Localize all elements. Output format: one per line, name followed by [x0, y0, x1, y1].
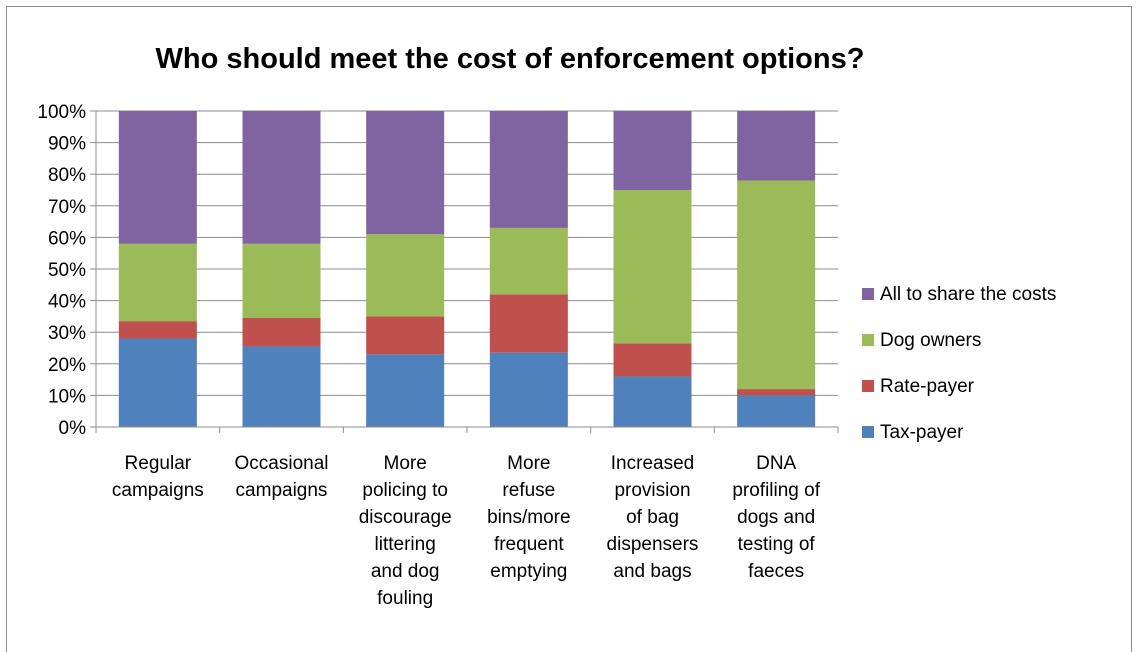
bar-segment	[118, 111, 197, 244]
axis-layer: 0% 10% 20% 30% 40% 50% 60% 70% 80% 90% 100% Regular…	[37, 102, 839, 609]
grid-layer	[96, 110, 838, 396]
legend-swatch	[862, 288, 874, 300]
y-tick-label: 0%	[59, 418, 87, 439]
legend-swatch	[862, 380, 874, 392]
legend-label: Dog owners	[880, 330, 981, 351]
bar-segment	[118, 321, 197, 339]
y-tick-label: 20%	[48, 355, 86, 376]
legend-label: Rate-payer	[880, 376, 975, 397]
bar-segment	[489, 294, 568, 353]
x-tick-label: Occasional campaigns	[235, 453, 329, 501]
bar-segment	[489, 227, 568, 295]
bar-segment	[242, 111, 321, 244]
bar-segment	[489, 352, 568, 427]
legend-swatch	[862, 334, 874, 346]
y-tick-label: 70%	[48, 197, 86, 218]
y-tick-label: 60%	[48, 228, 86, 249]
bar-segment	[366, 316, 445, 355]
y-tick-label: 50%	[48, 260, 86, 281]
y-tick-label: 80%	[48, 165, 86, 186]
bar-segment	[613, 343, 692, 377]
bar-segment	[366, 234, 445, 317]
chart-title: Who should meet the cost of enforcement …	[156, 43, 865, 75]
bar-segment	[489, 111, 568, 228]
y-tick-label: 100%	[37, 102, 86, 123]
bar-segment	[118, 243, 197, 322]
y-tick-label: 40%	[48, 292, 86, 313]
bar-segment	[737, 111, 816, 181]
bar-segment	[737, 180, 816, 390]
x-tick-label: DNA profiling of dogs and testing of faeces	[732, 453, 820, 582]
legend-layer: All to share the costs Dog owners Rate-pay…	[862, 284, 1056, 443]
bar-segment	[118, 338, 197, 427]
y-tick-label: 90%	[48, 134, 86, 155]
bar-segment	[737, 395, 816, 427]
bar-segment	[366, 354, 445, 427]
bar-segment	[366, 111, 445, 235]
bars-layer	[118, 111, 816, 427]
y-tick-label: 30%	[48, 323, 86, 344]
bar-segment	[613, 111, 692, 190]
bar-segment	[613, 376, 692, 427]
x-tick-label: More policing to discourage littering and do…	[359, 453, 452, 609]
legend-label: All to share the costs	[880, 284, 1056, 305]
legend-swatch	[862, 426, 874, 438]
bar-segment	[242, 243, 321, 318]
x-tick-label: Increased provision of bag dispensers and ba…	[607, 453, 699, 582]
x-tick-label: More refuse bins/more frequent emptying	[487, 453, 570, 582]
legend-label: Tax-payer	[880, 422, 964, 443]
x-tick-label: Regular campaigns	[112, 453, 204, 501]
bar-segment	[242, 346, 321, 427]
y-tick-label: 10%	[48, 386, 86, 407]
bar-segment	[613, 190, 692, 344]
bar-segment	[242, 317, 321, 347]
bar-segment	[737, 389, 816, 396]
